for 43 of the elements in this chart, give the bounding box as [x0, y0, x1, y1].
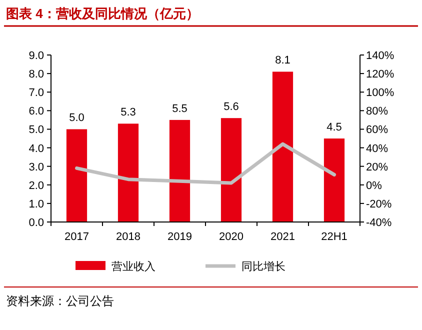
y-tick-label: 0.0 [28, 217, 44, 229]
bar [220, 118, 242, 222]
bar [118, 124, 139, 222]
x-tick-label: 22H1 [321, 231, 348, 243]
text: 4.5 [326, 122, 342, 134]
x-tick-label: 2017 [64, 231, 89, 243]
y-tick-label: 4.0 [28, 142, 44, 155]
line-series [75, 142, 336, 185]
y2-tick-label: 0% [366, 180, 382, 192]
text: 5.5 [172, 102, 188, 115]
y-tick-label: 1.0 [28, 198, 44, 210]
y2-tick-label: 60% [366, 124, 388, 136]
y2-tick-label: 20% [366, 161, 388, 174]
y-tick-label: 8.0 [28, 68, 44, 81]
chart-title: 图表 4：营收及同比情况（亿元） [6, 6, 199, 21]
y2-tick-label: -20% [366, 198, 392, 210]
y-tick-label: 3.0 [28, 161, 44, 174]
text: 资料来源：公司公告 [6, 294, 114, 308]
y2-tick-label: 40% [366, 142, 388, 155]
text: 5.0 [69, 112, 84, 124]
y2-tick-label: 140% [366, 50, 394, 62]
y2-tick-label: 80% [366, 106, 388, 118]
y-tick-label: 6.0 [28, 106, 44, 118]
x-tick-label: 2018 [116, 231, 140, 243]
bar [324, 138, 345, 222]
y2-tick-label: -40% [366, 217, 392, 229]
y-tick-label: 5.0 [28, 124, 44, 136]
y-tick-label: 2.0 [28, 180, 44, 192]
y-tick-label: 7.0 [28, 87, 44, 100]
y2-tick-label: 100% [366, 87, 394, 100]
text: 5.3 [120, 106, 136, 119]
x-tick-label: 2019 [168, 231, 192, 243]
x-tick-label: 2021 [270, 231, 295, 243]
text: 8.1 [275, 54, 290, 67]
bar [66, 129, 88, 222]
y2-tick-label: 120% [366, 68, 394, 81]
legend-label: 同比增长 [242, 260, 286, 273]
text: 5.6 [224, 101, 239, 114]
y-tick-label: 9.0 [28, 50, 44, 62]
bar [272, 72, 294, 222]
x-tick-label: 2020 [219, 231, 244, 243]
bar [169, 120, 190, 222]
legend-label: 营业收入 [112, 260, 156, 273]
